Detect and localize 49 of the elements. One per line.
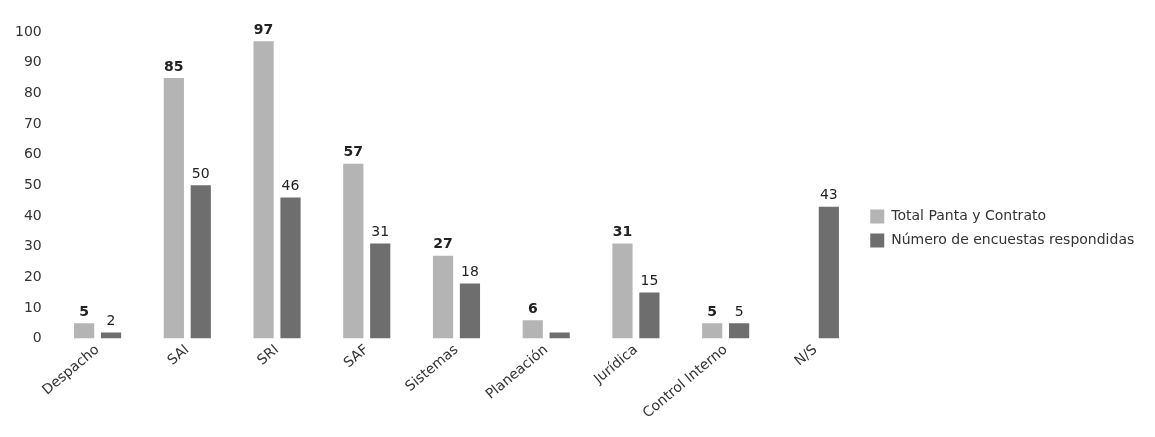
legend-label: Total Panta y Contrato bbox=[890, 207, 1047, 224]
bar bbox=[370, 243, 391, 339]
x-tick-label: SRI bbox=[253, 340, 282, 368]
bar bbox=[100, 332, 122, 339]
bar bbox=[729, 323, 750, 339]
data-label: 85 bbox=[164, 57, 184, 74]
y-tick-label: 0 bbox=[32, 329, 42, 346]
data-label: 5 bbox=[734, 302, 744, 319]
legend-label: Número de encuestas respondidas bbox=[891, 231, 1135, 248]
data-label: 31 bbox=[371, 223, 390, 240]
y-tick-label: 90 bbox=[23, 53, 42, 70]
data-label: 18 bbox=[461, 263, 479, 280]
bar bbox=[432, 255, 454, 339]
bar bbox=[74, 323, 95, 339]
bar bbox=[459, 283, 481, 339]
y-tick-label: 10 bbox=[23, 298, 42, 315]
bar bbox=[522, 320, 543, 339]
bar bbox=[818, 206, 839, 339]
y-tick-label: 100 bbox=[14, 22, 42, 39]
bar bbox=[612, 243, 633, 339]
bar bbox=[549, 332, 570, 339]
data-label: 31 bbox=[612, 223, 633, 240]
bar bbox=[702, 323, 723, 339]
data-label: 46 bbox=[281, 177, 300, 194]
x-tick-label: N/S bbox=[790, 340, 820, 369]
y-tick-label: 60 bbox=[23, 145, 42, 162]
y-tick-label: 80 bbox=[23, 83, 42, 100]
bar bbox=[639, 292, 660, 339]
y-tick-label: 70 bbox=[23, 114, 42, 131]
bar bbox=[343, 163, 364, 339]
data-label: 5 bbox=[707, 302, 718, 319]
data-label: 50 bbox=[191, 164, 210, 181]
data-label: 43 bbox=[819, 186, 838, 203]
y-tick-label: 40 bbox=[23, 206, 42, 223]
data-label: 2 bbox=[106, 312, 116, 329]
bar bbox=[280, 197, 301, 339]
data-label: 57 bbox=[343, 143, 364, 160]
y-tick-label: 30 bbox=[23, 237, 42, 254]
bar bbox=[163, 77, 184, 339]
bar bbox=[190, 185, 211, 339]
data-label: 97 bbox=[253, 20, 274, 37]
data-label: 15 bbox=[640, 272, 659, 289]
data-label: 6 bbox=[527, 299, 538, 316]
data-label: 27 bbox=[433, 235, 453, 252]
y-tick-label: 20 bbox=[23, 267, 42, 284]
x-tick-label: SAI bbox=[163, 340, 192, 368]
data-label: 5 bbox=[79, 302, 89, 319]
bar bbox=[253, 41, 274, 339]
y-tick-label: 50 bbox=[23, 175, 42, 192]
